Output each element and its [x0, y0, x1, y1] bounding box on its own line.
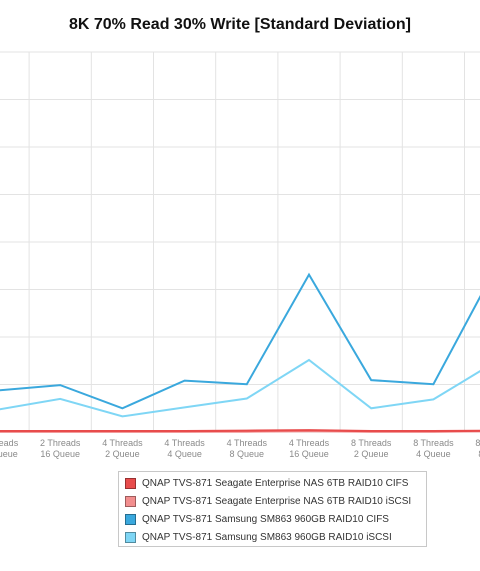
series-line-3	[0, 272, 480, 410]
series-lines	[0, 272, 480, 433]
x-tick-label: 4 Threads 2 Queue	[102, 438, 143, 459]
x-tick-label: 2 Threads 16 Queue	[40, 438, 81, 459]
chart-title: 8K 70% Read 30% Write [Standard Deviatio…	[68, 16, 412, 33]
x-tick-label: 4 Threads 16 Queue	[289, 438, 330, 459]
legend-swatch	[125, 477, 136, 489]
legend-swatch	[125, 513, 136, 525]
legend-label: QNAP TVS-871 Seagate Enterprise NAS 6TB …	[142, 477, 409, 489]
grid-lines	[0, 51, 480, 433]
legend: QNAP TVS-871 Seagate Enterprise NAS 6TB …	[118, 471, 427, 547]
legend-label: QNAP TVS-871 Samsung SM863 960GB RAID10 …	[142, 513, 389, 525]
legend-label: QNAP TVS-871 Samsung SM863 960GB RAID10 …	[142, 531, 392, 543]
legend-item[interactable]: QNAP TVS-871 Samsung SM863 960GB RAID10 …	[125, 510, 426, 528]
legend-item[interactable]: QNAP TVS-871 Samsung SM863 960GB RAID10 …	[125, 528, 426, 546]
legend-item[interactable]: QNAP TVS-871 Seagate Enterprise NAS 6TB …	[125, 474, 426, 492]
legend-swatch	[125, 531, 136, 543]
legend-item[interactable]: QNAP TVS-871 Seagate Enterprise NAS 6TB …	[125, 492, 426, 510]
x-tick-label: 4 Threads 4 Queue	[164, 438, 205, 459]
legend-label: QNAP TVS-871 Seagate Enterprise NAS 6TB …	[142, 495, 412, 507]
series-line-1	[0, 429, 480, 433]
legend-swatch	[125, 495, 136, 507]
x-tick-label: 8 Threads 2 Queue	[351, 438, 392, 459]
series-line-4	[0, 358, 480, 418]
x-tick-label: 8 Threads 4 Queue	[413, 438, 454, 459]
x-tick-label: 4 Threads 8 Queue	[227, 438, 268, 459]
